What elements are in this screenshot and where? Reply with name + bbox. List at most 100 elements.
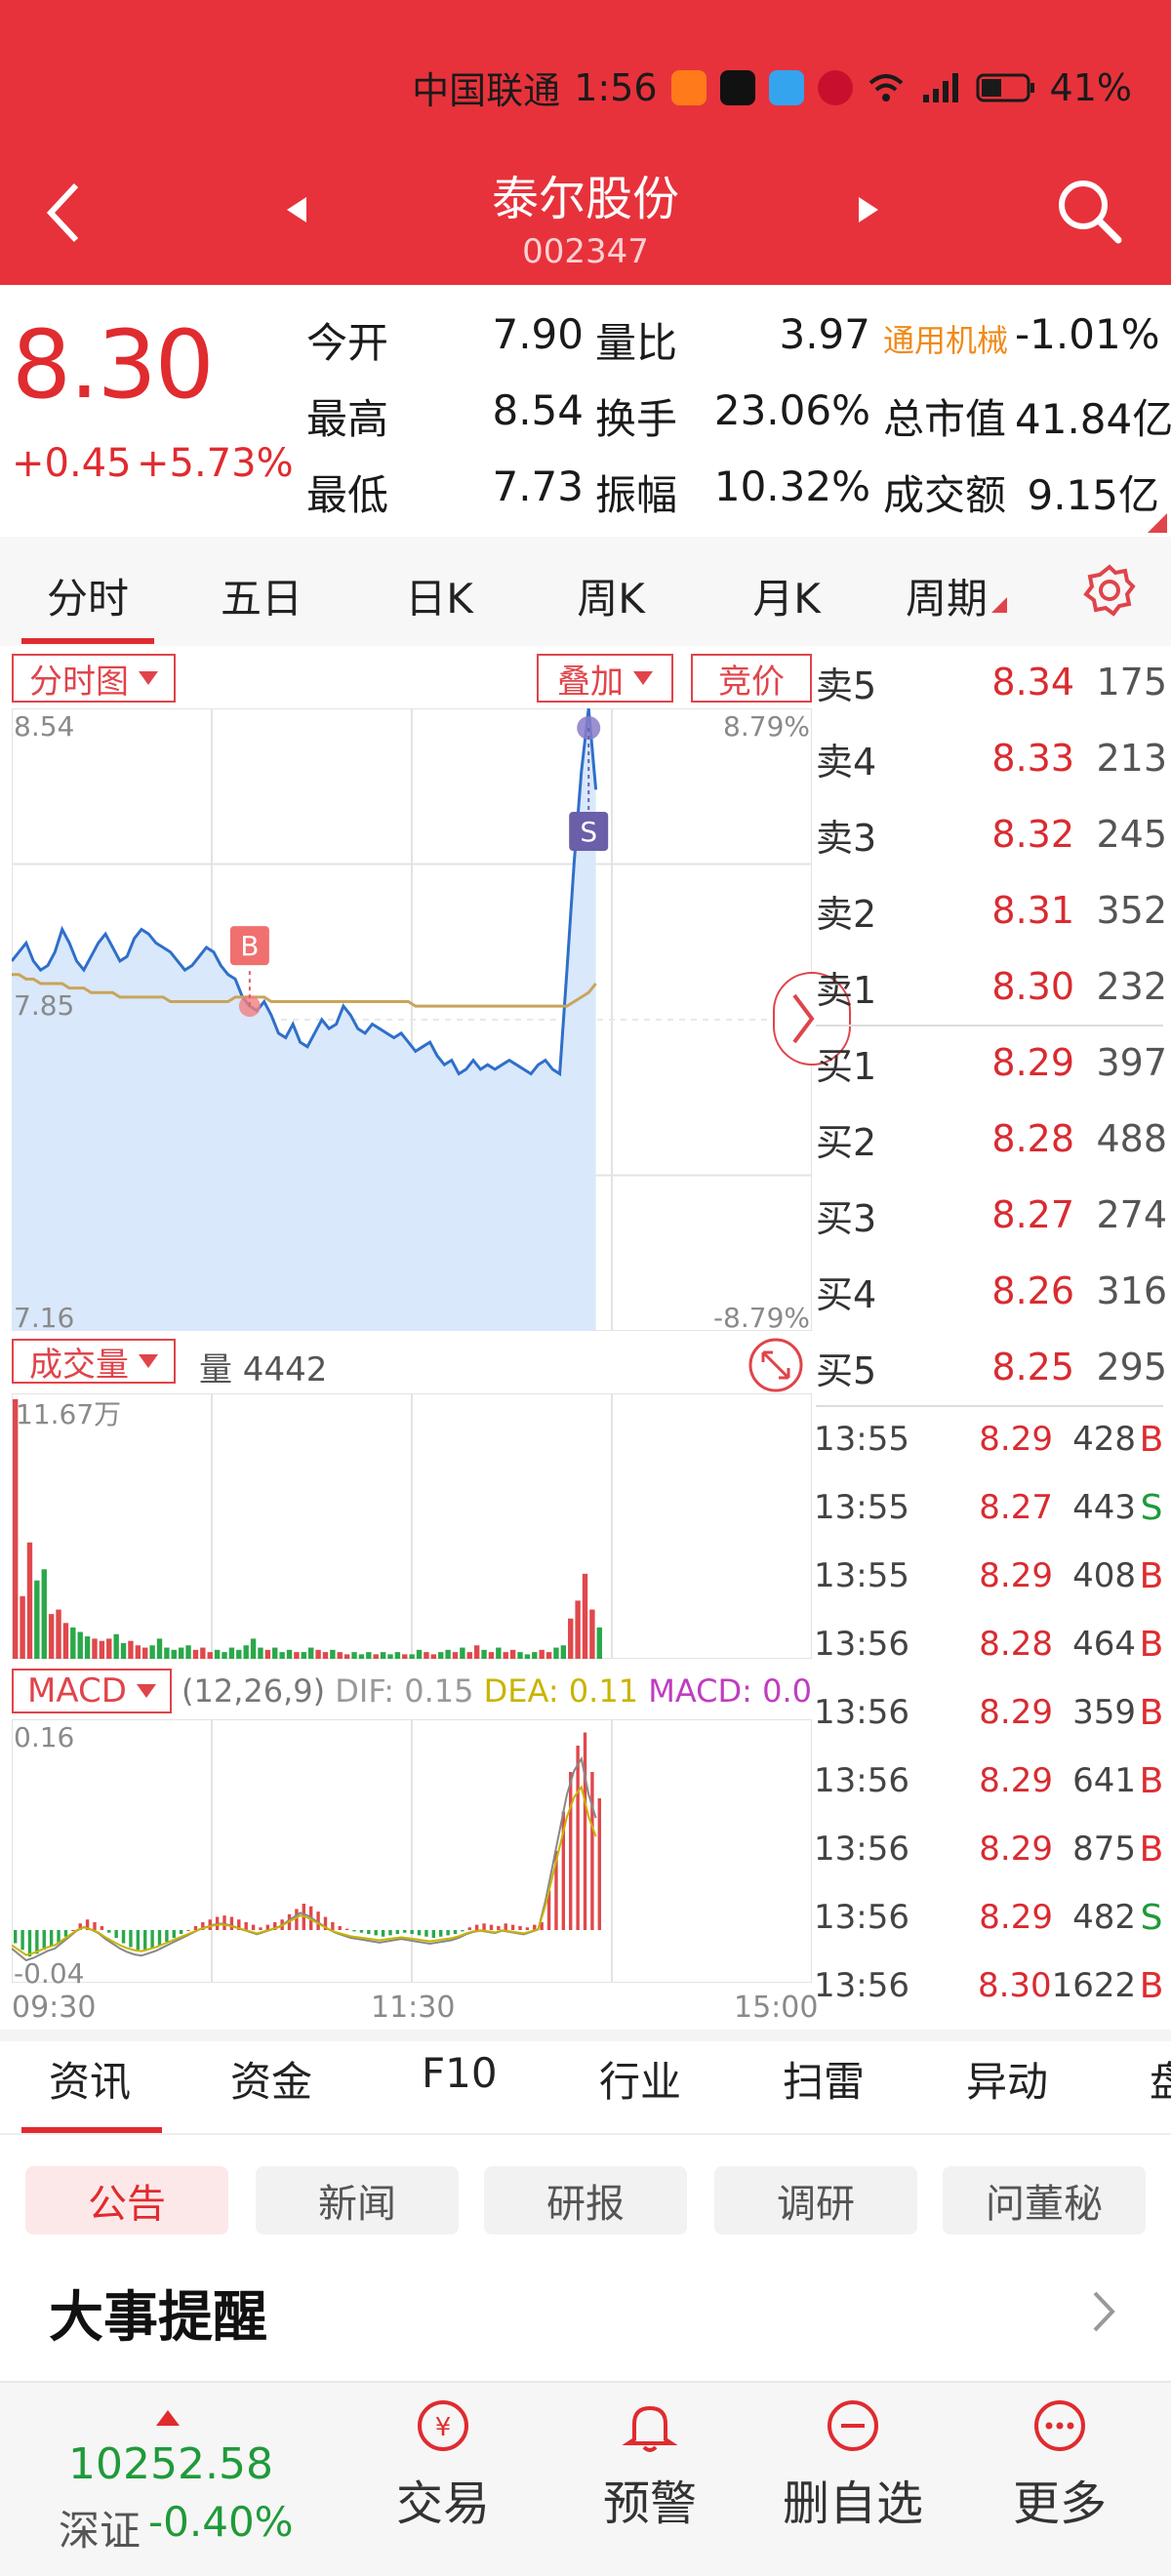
volume-indicator-label: 成交量 — [29, 1345, 129, 1385]
chip-ask-secretary[interactable]: 问董秘 — [943, 2166, 1146, 2234]
tab-daily-k[interactable]: 日K — [405, 575, 473, 623]
macd-bar — [504, 1923, 507, 1930]
sell-marker-label: S — [580, 816, 597, 848]
fullscreen-icon[interactable] — [747, 1337, 804, 1393]
stat-label: 今开 — [306, 319, 389, 367]
volume-bar — [135, 1645, 141, 1659]
macd-bar — [554, 1851, 558, 1930]
x-tick-open: 09:30 — [12, 1991, 97, 2025]
nav-remove-watchlist[interactable]: 删自选 — [765, 2391, 941, 2533]
macd-max-label: 0.16 — [14, 1721, 75, 1753]
volume-bar — [366, 1652, 372, 1659]
chip-research[interactable]: 研报 — [484, 2166, 687, 2234]
volume-bar — [568, 1618, 574, 1659]
ask-label: 卖1 — [816, 968, 877, 1012]
tab-capital[interactable]: 资金 — [230, 2058, 313, 2106]
tab-intraday[interactable]: 分时 — [46, 575, 129, 623]
industry-link[interactable]: 通用机械 — [883, 322, 1009, 359]
macd-indicator-dropdown[interactable]: MACD — [12, 1669, 172, 1713]
search-icon[interactable] — [1054, 176, 1124, 246]
settings-icon[interactable] — [1083, 564, 1136, 617]
trade-row: 13:55 8.27 443 S — [814, 1473, 1167, 1542]
chart-type-dropdown[interactable]: 分时图 — [12, 654, 176, 703]
ask-row: 卖4 8.33 213 — [816, 720, 1167, 796]
ask-price: 8.33 — [991, 737, 1074, 780]
tab-unusual[interactable]: 异动 — [966, 2058, 1049, 2106]
macd-params: (12,26,9) — [182, 1672, 326, 1710]
auction-button[interactable]: 竞价 — [691, 654, 812, 703]
tab-more-cut[interactable]: 盘 — [1150, 2058, 1171, 2106]
chevron-right-icon[interactable] — [1089, 2287, 1118, 2336]
nav-more[interactable]: 更多 — [972, 2391, 1148, 2533]
bid-price: 8.25 — [991, 1346, 1074, 1389]
bid-row: 买4 8.26 316 — [816, 1253, 1167, 1329]
nav-trade[interactable]: ¥ 交易 — [355, 2391, 531, 2533]
tab-industry[interactable]: 行业 — [599, 2058, 682, 2106]
volume-bar — [409, 1654, 415, 1659]
prev-stock-icon[interactable] — [285, 195, 308, 224]
trade-icon: ¥ — [418, 2400, 468, 2451]
more-icon — [1034, 2400, 1085, 2451]
index-value[interactable]: 10252.58 — [68, 2439, 273, 2489]
stat-label: 成交额 — [883, 471, 1007, 519]
volume-chart — [12, 1393, 812, 1659]
tab-five-day[interactable]: 五日 — [220, 575, 303, 623]
volume-bar — [77, 1631, 83, 1659]
expand-orderbook-button[interactable] — [773, 972, 851, 1066]
trade-side: B — [1139, 1965, 1164, 2006]
volume-bar — [149, 1645, 155, 1659]
tab-period[interactable]: 周期 — [878, 566, 1034, 625]
tab-f10[interactable]: F10 — [422, 2049, 498, 2097]
macd-bar — [316, 1912, 320, 1930]
volume-bar — [394, 1652, 401, 1659]
macd-bar — [244, 1921, 248, 1930]
back-icon[interactable] — [43, 181, 82, 244]
volume-bar — [272, 1647, 278, 1659]
chip-announcements[interactable]: 公告 — [25, 2166, 228, 2234]
macd-bar — [49, 1930, 54, 1947]
macd-bar — [129, 1930, 133, 1948]
macd-bar — [85, 1919, 90, 1930]
volume-bar — [99, 1640, 105, 1659]
bid-volume: 274 — [1096, 1193, 1167, 1236]
intraday-price-chart[interactable]: BS — [12, 708, 812, 1331]
tab-risk-scan[interactable]: 扫雷 — [783, 2058, 866, 2106]
price-high-label: 8.54 — [14, 710, 75, 743]
expand-corner-icon[interactable] — [1148, 513, 1167, 533]
volume-bar — [128, 1640, 134, 1659]
volume-indicator-dropdown[interactable]: 成交量 — [12, 1339, 176, 1385]
volume-bar — [222, 1652, 227, 1659]
nav-alert[interactable]: 预警 — [562, 2391, 738, 2533]
volume-bar — [532, 1652, 538, 1659]
macd-bar — [172, 1930, 176, 1939]
next-stock-icon[interactable] — [857, 195, 880, 224]
macd-bar — [100, 1925, 104, 1930]
tab-news-info[interactable]: 资讯 — [49, 2058, 132, 2106]
price-mid-label: 7.85 — [14, 989, 75, 1022]
overlay-dropdown[interactable]: 叠加 — [537, 654, 673, 703]
stat-label: 最高 — [306, 395, 389, 443]
trade-price: 8.29 — [979, 1556, 1053, 1595]
tab-weekly-k[interactable]: 周K — [577, 575, 645, 623]
ask-row: 卖3 8.32 245 — [816, 796, 1167, 872]
macd-bar — [331, 1921, 335, 1930]
x-tick-noon: 11:30 — [371, 1991, 456, 2025]
trade-row: 13:56 8.29 641 B — [814, 1747, 1167, 1815]
bid-label: 买2 — [816, 1120, 877, 1164]
volume-bar — [503, 1652, 508, 1659]
volume-bar — [62, 1623, 69, 1659]
macd-bar — [14, 1930, 18, 1944]
volume-bar — [120, 1642, 127, 1659]
chip-survey[interactable]: 调研 — [714, 2166, 917, 2234]
macd-bar — [489, 1924, 494, 1930]
macd-bar — [35, 1930, 39, 1954]
tab-monthly-k[interactable]: 月K — [752, 575, 821, 623]
volume-bar — [416, 1649, 423, 1659]
chip-news[interactable]: 新闻 — [256, 2166, 459, 2234]
volume-bar — [178, 1647, 184, 1659]
macd-bar — [157, 1930, 162, 1947]
bid-row: 买5 8.25 295 — [816, 1329, 1167, 1405]
trade-time: 13:56 — [814, 1693, 909, 1732]
signal-icon — [922, 72, 958, 102]
last-price: 8.30 — [12, 310, 215, 420]
